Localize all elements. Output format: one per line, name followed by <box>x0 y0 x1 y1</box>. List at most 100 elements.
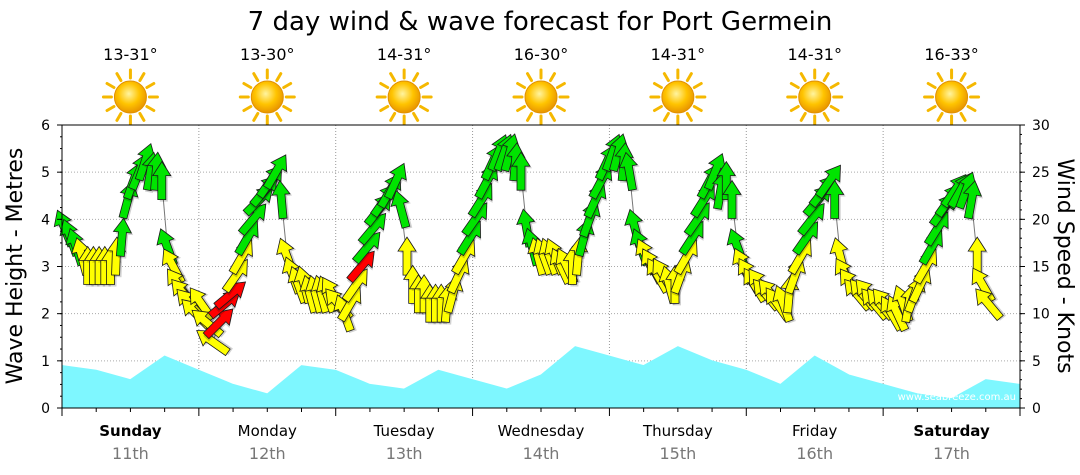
sun-icon <box>786 68 844 126</box>
temperature-range: 14-31° <box>651 45 706 64</box>
sun-ray <box>412 72 420 83</box>
y-right-tick-label: 10 <box>1032 307 1050 323</box>
sun-ray <box>692 105 703 112</box>
sun-icon <box>375 68 433 126</box>
sun-ray <box>379 82 390 89</box>
wind-arrow-body <box>962 180 983 220</box>
sun-ray <box>799 111 807 122</box>
x-date-label: 11th <box>112 444 149 463</box>
wind-arrow-body <box>511 151 531 191</box>
wave-height-area <box>61 346 1021 409</box>
sun-ray <box>412 111 420 122</box>
temperature-row: 13-31° 13-30° 14-31° 16-30° 14-31° 14-31° 16-3… <box>103 45 979 64</box>
sun-ray <box>115 72 123 83</box>
sun-ray <box>829 105 840 112</box>
y-right-tick-label: 0 <box>1032 401 1041 417</box>
watermark: www.seabreeze.com.au <box>898 392 1016 403</box>
x-day-label: Thursday <box>642 422 713 440</box>
x-day-label: Saturday <box>913 422 990 440</box>
sun-ray <box>549 111 556 122</box>
temperature-range: 14-31° <box>377 45 432 64</box>
y-axis-right: 0 5 10 15 20 25 30 <box>1020 118 1050 417</box>
wind-arrow <box>814 164 841 202</box>
wind-arrow-body <box>716 160 737 201</box>
wind-arrow <box>152 160 173 202</box>
sun-disc <box>524 80 558 114</box>
y-left-tick-label: 0 <box>41 401 50 417</box>
sun-icon <box>512 68 570 126</box>
y-right-tick-label: 30 <box>1032 118 1050 134</box>
temperature-range: 14-31° <box>787 45 842 64</box>
sun-ray <box>242 105 253 112</box>
sun-ray <box>389 111 397 122</box>
wind-arrow <box>716 160 738 202</box>
sun-ray <box>685 72 693 83</box>
wind-arrow <box>975 288 1007 322</box>
sun-ray <box>555 105 566 112</box>
wind-arrow-body <box>824 179 845 219</box>
sun-ray <box>105 105 116 112</box>
wind-arrow-body <box>814 164 841 200</box>
y-axis-label-right: Wind Speed - Knots <box>1052 158 1077 373</box>
y-left-tick-label: 4 <box>41 212 50 228</box>
wind-arrow-body <box>152 160 172 201</box>
wind-arrow-body <box>383 162 407 201</box>
x-date-label: 14th <box>523 444 560 463</box>
sun-ray <box>419 82 430 89</box>
plot-area: www.seabreeze.com.au <box>53 124 1021 409</box>
sun-ray <box>692 82 703 89</box>
x-date-label: 16th <box>796 444 833 463</box>
sun-ray <box>662 111 670 122</box>
wind-arrow <box>112 217 134 259</box>
wind-arrow-body <box>262 154 288 191</box>
wind-arrow <box>271 179 293 221</box>
wind-arrow-body <box>618 151 639 192</box>
sun-ray <box>526 111 533 122</box>
sun-icon <box>923 68 981 126</box>
sun-ray <box>662 72 670 83</box>
wind-arrow <box>722 179 743 221</box>
y-left-tick-label: 2 <box>41 307 50 323</box>
y-axis-label-left: Wave Height - Metres <box>3 148 28 385</box>
wind-arrow <box>618 151 640 193</box>
sun-ray <box>145 82 156 89</box>
sun-disc <box>113 80 147 114</box>
wind-arrow <box>390 189 413 230</box>
sun-ray <box>549 72 556 83</box>
wind-arrows <box>53 133 1007 357</box>
sun-ray <box>966 105 977 112</box>
sun-ray <box>275 72 283 83</box>
sun-ray <box>138 111 146 122</box>
y-right-tick-label: 5 <box>1032 354 1041 370</box>
sun-ray <box>379 105 390 112</box>
y-axis-left: 0 1 2 3 4 5 6 <box>41 118 62 417</box>
sun-ray <box>145 105 156 112</box>
temperature-range: 13-31° <box>103 45 158 64</box>
sun-disc <box>250 80 284 114</box>
sun-ray <box>959 72 967 83</box>
x-day-label: Friday <box>792 422 838 440</box>
x-date-label: 12th <box>249 444 286 463</box>
y-left-tick-label: 3 <box>41 260 50 276</box>
wind-arrow <box>383 162 408 203</box>
sun-icon <box>649 68 707 126</box>
wind-arrow-body <box>271 179 291 220</box>
x-day-label: Monday <box>238 422 297 440</box>
sun-ray <box>799 72 807 83</box>
sun-ray <box>252 72 260 83</box>
wind-arrow <box>262 154 288 193</box>
wind-arrow-body <box>112 217 133 257</box>
sun-ray <box>789 105 800 112</box>
y-left-tick-label: 6 <box>41 118 50 134</box>
sun-disc <box>935 80 969 114</box>
wind-arrow <box>824 179 846 221</box>
sun-ray <box>115 111 123 122</box>
sun-ray <box>789 82 800 89</box>
sun-ray <box>926 82 937 89</box>
temperature-range: 16-30° <box>514 45 569 64</box>
chart-title: 7 day wind & wave forecast for Port Germ… <box>248 7 833 37</box>
sun-ray <box>652 82 663 89</box>
sun-disc <box>798 80 832 114</box>
y-left-tick-label: 1 <box>41 354 50 370</box>
